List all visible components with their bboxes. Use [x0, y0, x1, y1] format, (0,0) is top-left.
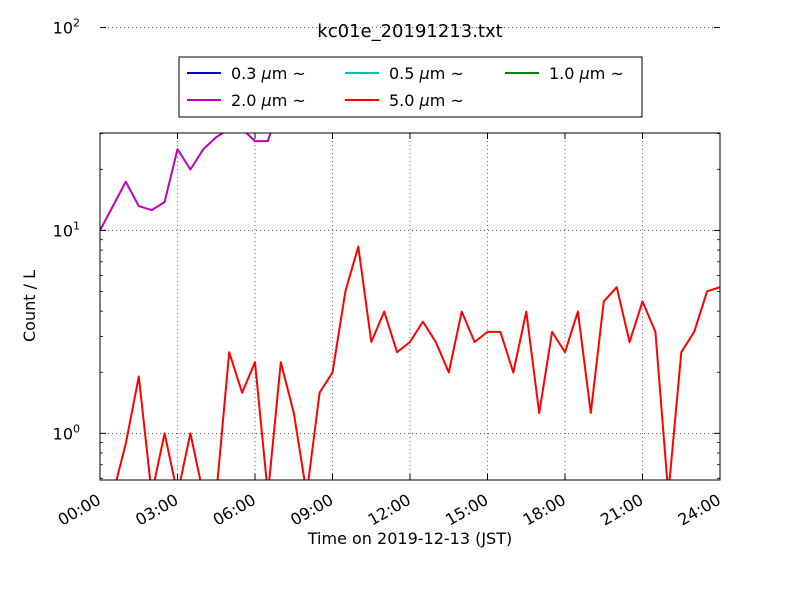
y-tick-label: 100: [53, 422, 80, 443]
legend: 0.3 μm ~ 0.5 μm ~ 1.0 μm ~ 2.0 μm ~ 5.0 μm ~: [178, 56, 643, 118]
legend-label: 0.3 μm ~: [231, 64, 306, 83]
grid-lines: [100, 27, 720, 480]
series-line-3: [100, 133, 272, 231]
y-tick-label: 102: [53, 16, 80, 37]
series-line-4: [115, 245, 720, 480]
x-axis-label: Time on 2019-12-13 (JST): [307, 529, 512, 548]
legend-label: 2.0 μm ~: [231, 91, 306, 110]
legend-frame: [178, 56, 643, 118]
legend-label: 1.0 μm ~: [549, 64, 624, 83]
legend-entries: 0.3 μm ~ 0.5 μm ~ 1.0 μm ~ 2.0 μm ~ 5.0 μm ~: [187, 64, 624, 110]
y-tick-label: 101: [53, 219, 80, 240]
chart-title: kc01e_20191213.txt: [317, 21, 502, 42]
y-axis-label: Count / L: [20, 270, 39, 342]
plot-area: [99, 26, 721, 481]
series-lines: [100, 133, 720, 480]
axis-ticks: [99, 26, 721, 480]
y-tick-labels: 100101102103104105: [53, 16, 80, 443]
legend-label: 0.5 μm ~: [389, 64, 464, 83]
legend-label: 5.0 μm ~: [389, 91, 464, 110]
